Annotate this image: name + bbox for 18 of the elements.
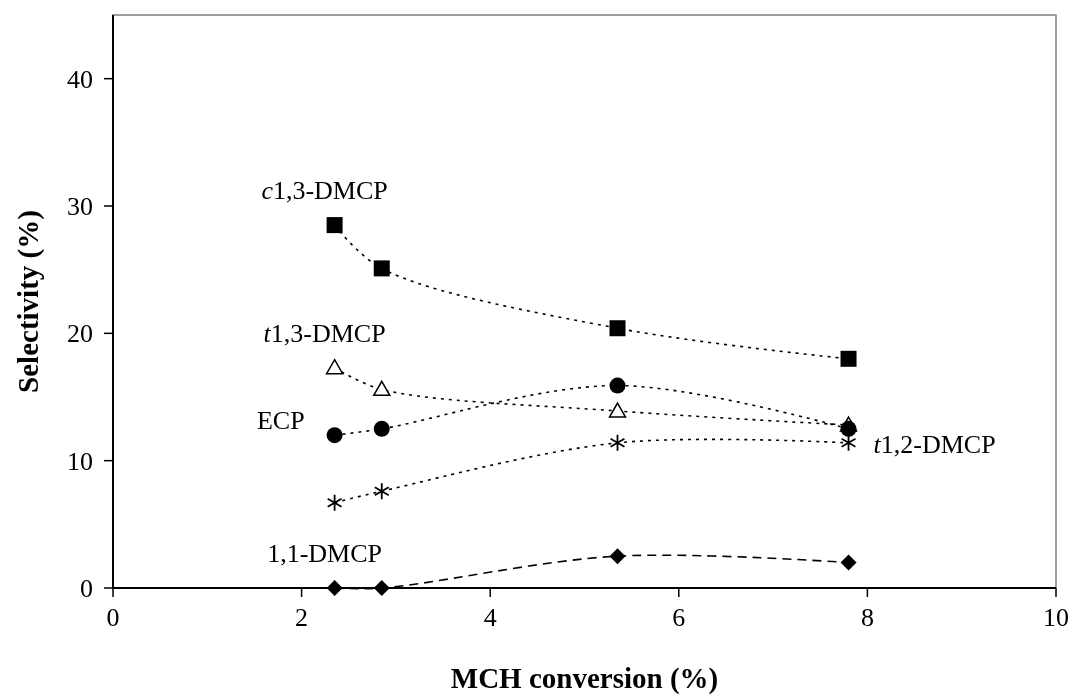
y-tick-label: 0: [80, 574, 93, 604]
x-tick-label: 6: [672, 603, 686, 632]
x-tick-label: 2: [295, 603, 309, 632]
y-axis-title: Selectivity (%): [12, 210, 45, 393]
y-tick-label: 30: [67, 192, 93, 222]
x-tick-label: 0: [106, 603, 120, 632]
series-label: 1,1-DMCP: [267, 539, 383, 568]
y-tick-label: 20: [67, 319, 93, 349]
series-label: c1,3-DMCP: [261, 176, 388, 206]
y-tick-label: 40: [67, 64, 93, 94]
y-tick-label: 10: [67, 446, 93, 476]
x-tick-label: 4: [483, 603, 497, 632]
series-label: t1,2-DMCP: [873, 429, 996, 459]
series-label: t1,3-DMCP: [263, 318, 386, 348]
x-tick-label: 10: [1043, 603, 1069, 632]
x-tick-label: 8: [860, 603, 874, 632]
x-axis-title: MCH conversion (%): [450, 662, 719, 695]
series-label: ECP: [256, 406, 305, 436]
